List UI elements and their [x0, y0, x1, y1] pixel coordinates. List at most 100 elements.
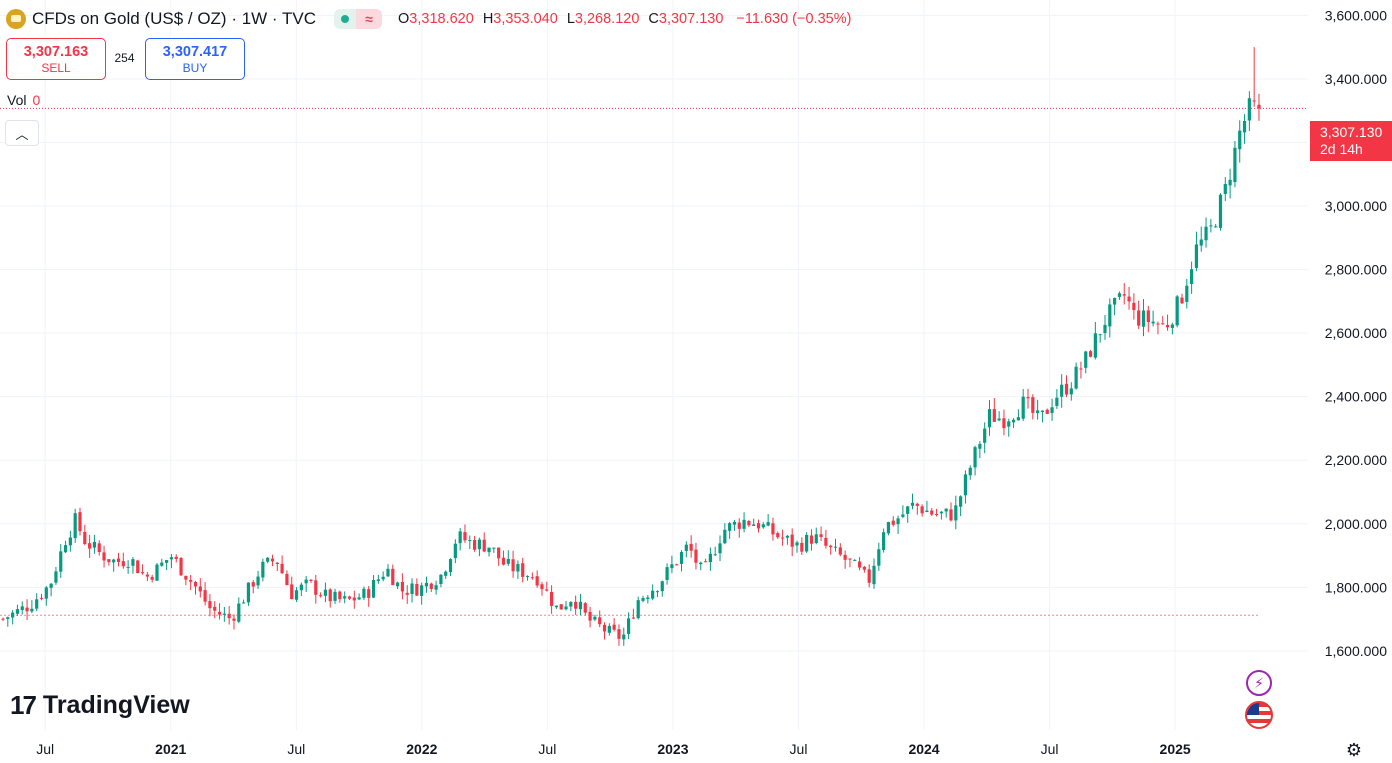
candle	[925, 500, 929, 513]
candle	[569, 601, 573, 612]
candle-body	[213, 606, 217, 611]
candle	[203, 582, 207, 606]
candle-body	[1247, 98, 1251, 121]
candle	[107, 559, 111, 566]
candle-body	[15, 609, 20, 614]
candle	[752, 518, 756, 526]
tradingview-logo-text: TradingView	[42, 691, 190, 719]
candle-body	[482, 539, 486, 552]
candle-body	[1079, 368, 1083, 370]
candle	[559, 604, 563, 610]
candle	[703, 558, 708, 563]
gold-symbol-icon	[6, 9, 26, 29]
candle-body	[872, 565, 876, 585]
candle-body	[530, 577, 534, 579]
candle-body	[684, 544, 688, 551]
candle-body	[251, 582, 255, 587]
candle	[732, 519, 737, 531]
candle	[954, 495, 958, 530]
candle	[728, 521, 732, 539]
candle-body	[97, 543, 101, 553]
candle	[78, 507, 82, 536]
candle-body	[1257, 104, 1261, 109]
candle	[891, 516, 895, 527]
candle	[189, 574, 193, 591]
candle-body	[88, 543, 92, 549]
candle	[487, 547, 491, 557]
lightning-icon[interactable]: ⚡	[1246, 670, 1272, 696]
symbol-title[interactable]: CFDs on Gold (US$ / OZ) · 1W · TVC	[32, 9, 317, 28]
candle-body	[1036, 410, 1040, 414]
candle	[11, 610, 15, 625]
candle-body	[978, 443, 982, 449]
candle-body	[386, 568, 390, 577]
candle	[915, 502, 919, 515]
candle-body	[829, 545, 833, 548]
candle-body	[626, 618, 631, 634]
candle-body	[333, 591, 337, 601]
collapse-legend-button[interactable]: ︿	[5, 120, 39, 146]
candle-body	[602, 624, 607, 632]
data-delay-icon[interactable]: ≈	[356, 9, 383, 29]
candle	[73, 508, 77, 543]
candle	[429, 582, 433, 592]
us-flag-icon[interactable]	[1245, 701, 1273, 729]
candle	[1088, 349, 1093, 358]
candle	[1218, 193, 1223, 231]
candle	[598, 610, 602, 628]
tradingview-logo[interactable]: 17 TradingView	[10, 690, 190, 721]
candle	[290, 576, 294, 600]
candle	[622, 627, 626, 646]
candle-body	[612, 624, 616, 630]
candle	[97, 540, 101, 556]
candle-body	[703, 561, 708, 563]
candle	[444, 570, 448, 579]
candle	[140, 564, 145, 575]
candle-body	[107, 559, 111, 563]
candle	[54, 566, 58, 585]
candle	[641, 595, 645, 603]
gear-icon[interactable]: ⚙	[1345, 739, 1363, 760]
status-pills[interactable]: ≈	[334, 9, 383, 29]
candle	[617, 624, 621, 646]
candle-body	[1180, 297, 1184, 304]
candle-body	[896, 518, 900, 525]
candle-body	[391, 568, 395, 586]
candle-body	[400, 582, 405, 592]
candle	[6, 616, 10, 627]
candle	[405, 585, 409, 604]
candle-body	[102, 552, 106, 561]
candle-body	[862, 566, 866, 570]
candle-body	[660, 581, 664, 592]
sell-button[interactable]: 3,307.163 SELL	[6, 38, 106, 80]
candle-body	[805, 534, 809, 552]
market-open-icon[interactable]	[334, 9, 357, 29]
candle	[1127, 286, 1131, 310]
candle	[1190, 261, 1194, 294]
candle-body	[646, 597, 650, 599]
buy-button[interactable]: 3,307.417 BUY	[145, 38, 245, 80]
candle-body	[376, 579, 380, 581]
ohlc-value: 3,307.130	[658, 11, 724, 27]
candle-body	[371, 579, 376, 598]
candle-body	[59, 551, 63, 572]
candle-body	[299, 584, 303, 591]
candle-body	[198, 586, 202, 592]
candle-body	[73, 513, 77, 539]
candle-body	[939, 511, 943, 514]
candle-body	[853, 560, 857, 562]
candle-body	[901, 514, 905, 517]
candle-body	[675, 564, 679, 566]
candle	[68, 530, 72, 552]
candle-body	[280, 563, 284, 574]
candle-body	[189, 579, 193, 582]
volume-legend: Vol 0	[7, 92, 40, 108]
candle-body	[906, 506, 910, 514]
candle	[655, 590, 660, 598]
candle	[549, 585, 554, 614]
candle-body	[217, 611, 222, 615]
candle-body	[732, 521, 737, 525]
candle	[309, 579, 313, 583]
candle	[1137, 300, 1141, 329]
